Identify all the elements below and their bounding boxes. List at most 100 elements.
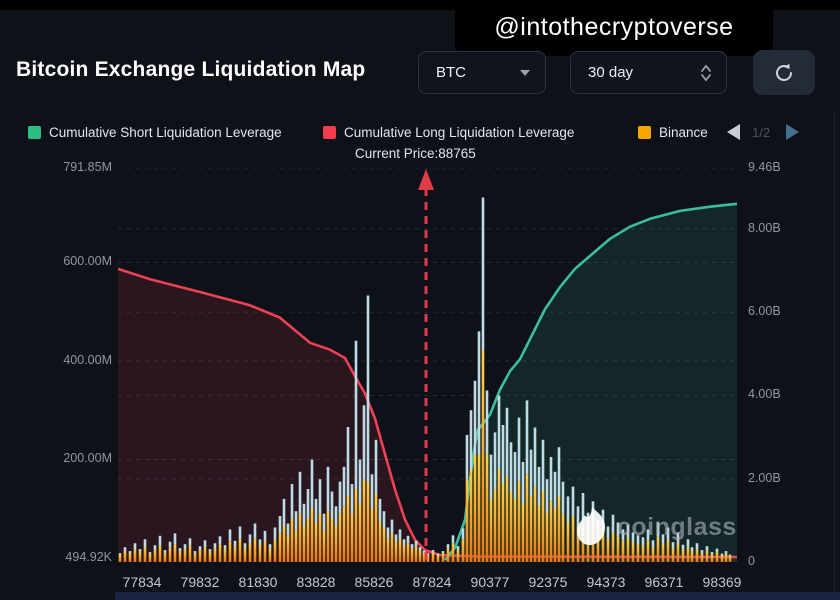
liquidation-bar <box>203 547 207 562</box>
liquidation-bar <box>342 506 346 562</box>
liquidation-bar <box>346 495 350 562</box>
liquidation-bar <box>541 491 545 562</box>
liquidation-bar <box>163 552 167 562</box>
liquidation-bar-tip <box>354 340 358 489</box>
right-axis-tick: 0 <box>748 554 755 568</box>
liquidation-bar <box>193 553 197 562</box>
liquidation-bar-tip <box>671 542 675 549</box>
x-axis-tick: 98369 <box>702 574 742 590</box>
current-price-label: Current Price:88765 <box>355 146 476 161</box>
liquidation-bar <box>636 544 640 562</box>
top-strip <box>0 0 840 10</box>
liquidation-bar-tip <box>233 540 237 547</box>
liquidation-bar <box>720 555 724 562</box>
legend-item-label: Cumulative Short Liquidation Leverage <box>49 124 282 140</box>
legend-item-2[interactable]: Binance <box>638 122 722 142</box>
liquidation-bar <box>656 536 660 562</box>
liquidation-bar-tip <box>314 498 318 524</box>
liquidation-bar <box>497 469 501 562</box>
liquidation-bar <box>700 553 704 562</box>
liquidation-bar-tip <box>218 536 222 545</box>
liquidation-chart[interactable] <box>118 168 738 564</box>
liquidation-bar-tip <box>451 535 455 544</box>
liquidation-bar <box>616 536 620 562</box>
liquidation-bar <box>537 506 541 562</box>
legend-row: Cumulative Short Liquidation Leverage Cum… <box>0 122 840 142</box>
liquidation-bar-tip <box>469 410 473 470</box>
liquidation-bar-tip <box>138 549 142 552</box>
legend-item-0[interactable]: Cumulative Short Liquidation Leverage <box>28 122 282 142</box>
liquidation-bar-tip <box>720 553 724 556</box>
liquidation-bar-tip <box>193 551 197 554</box>
liquidation-bar-tip <box>178 548 182 552</box>
liquidation-bar-tip <box>410 544 414 549</box>
legend-prev-arrow-icon[interactable] <box>727 124 740 140</box>
symbol-dropdown[interactable]: BTC <box>418 51 546 94</box>
liquidation-bar-tip <box>690 547 694 552</box>
liquidation-bar <box>681 549 685 562</box>
liquidation-bar-tip <box>601 509 605 530</box>
liquidation-bar-tip <box>728 554 732 556</box>
liquidation-bar <box>362 479 366 562</box>
liquidation-bar <box>366 482 370 562</box>
legend-next-arrow-icon[interactable] <box>786 124 799 140</box>
liquidation-bar-tip <box>581 493 585 521</box>
liquidation-bar-tip <box>566 496 570 522</box>
liquidation-bar-tip <box>561 481 565 514</box>
x-axis-tick: 79832 <box>180 574 220 590</box>
liquidation-bar <box>666 539 670 562</box>
liquidation-bar-tip <box>278 516 282 534</box>
liquidation-bar-tip <box>436 553 440 556</box>
liquidation-bar <box>513 498 517 562</box>
liquidation-bar <box>533 486 537 562</box>
liquidation-bar-tip <box>686 539 690 547</box>
liquidation-bar-tip <box>282 498 286 526</box>
x-axis-tick: 87824 <box>412 574 452 590</box>
liquidation-bar-tip <box>258 539 262 546</box>
liquidation-bar <box>218 544 222 562</box>
liquidation-bar <box>398 539 402 562</box>
liquidation-bar <box>354 488 358 562</box>
liquidation-bar <box>382 528 386 562</box>
period-dropdown[interactable]: 30 day <box>570 51 727 94</box>
liquidation-bar <box>238 539 242 562</box>
liquidation-bar <box>278 533 282 562</box>
x-axis-tick: 81830 <box>238 574 278 590</box>
liquidation-bar <box>606 538 610 562</box>
liquidation-bar-tip <box>378 498 382 522</box>
liquidation-bar <box>268 548 272 562</box>
liquidation-bar-tip <box>290 484 294 519</box>
liquidation-bar <box>436 555 440 562</box>
liquidation-bar-tip <box>501 425 505 485</box>
liquidation-bar <box>223 549 227 562</box>
liquidation-bar <box>646 540 650 562</box>
liquidation-bar-tip <box>656 522 660 537</box>
legend-item-1[interactable]: Cumulative Long Liquidation Leverage <box>323 122 574 142</box>
liquidation-bar-tip <box>394 534 398 543</box>
liquidation-bar <box>545 512 549 562</box>
liquidation-bar <box>690 551 694 562</box>
x-axis-tick: 77834 <box>122 574 162 590</box>
chart-scrollbar[interactable] <box>115 592 840 600</box>
liquidation-bar-tip <box>366 295 370 483</box>
liquidation-bar <box>566 522 570 562</box>
liquidation-bar <box>213 548 217 562</box>
liquidation-bar-tip <box>273 527 277 540</box>
liquidation-bar <box>402 545 406 562</box>
liquidation-bar <box>724 553 728 562</box>
right-axis-tick: 8.00B <box>748 220 781 235</box>
page-title: Bitcoin Exchange Liquidation Map <box>16 58 366 81</box>
liquidation-bar-tip <box>302 503 306 526</box>
liquidation-bar <box>394 542 398 562</box>
liquidation-bar-tip <box>477 331 481 455</box>
liquidation-bar <box>414 546 418 562</box>
liquidation-bar-tip <box>318 479 322 514</box>
liquidation-bar-tip <box>529 449 533 497</box>
liquidation-bar-tip <box>203 540 207 548</box>
panel-divider <box>834 112 835 592</box>
liquidation-bar-tip <box>253 523 257 539</box>
liquidation-bar-tip <box>213 543 217 549</box>
liquidation-bar-tip <box>576 506 580 527</box>
refresh-button[interactable] <box>753 50 815 95</box>
